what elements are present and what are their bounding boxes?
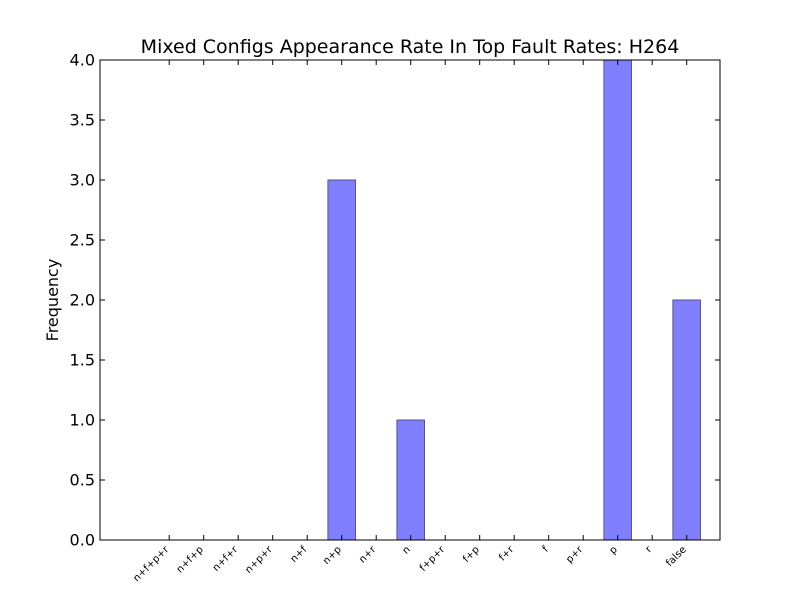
y-tick-label: 0.0 xyxy=(70,531,95,550)
bar-false xyxy=(672,299,702,541)
bar-n xyxy=(396,419,425,541)
chart-title: Mixed Configs Appearance Rate In Top Fau… xyxy=(141,36,680,58)
y-tick-label: 0.5 xyxy=(70,471,95,490)
y-tick-label: 1.5 xyxy=(70,351,95,370)
x-tick-label: r xyxy=(644,544,655,555)
x-tick-label: f xyxy=(541,544,552,555)
y-axis-label: Frequency xyxy=(43,259,62,342)
y-tick-label: 3.5 xyxy=(70,111,95,130)
y-tick-label: 2.0 xyxy=(70,291,95,310)
y-tick-label: 3.0 xyxy=(70,171,95,190)
y-tick-label: 1.0 xyxy=(70,411,95,430)
y-tick-label: 4.0 xyxy=(70,51,95,70)
y-tick-label: 2.5 xyxy=(70,231,95,250)
bar-p xyxy=(603,59,633,541)
bar-n-p xyxy=(327,179,356,541)
